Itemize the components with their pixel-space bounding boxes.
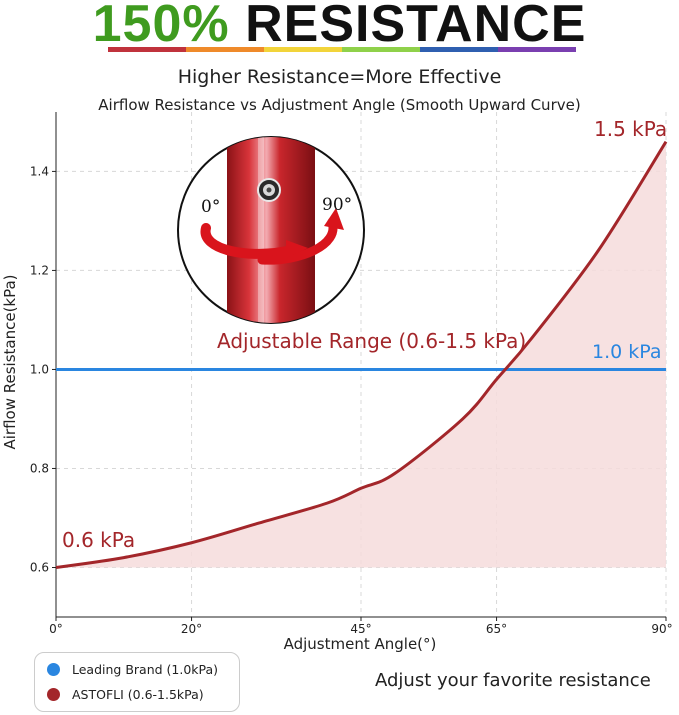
- range-area-fill: [56, 141, 666, 568]
- x-tick-label: 45°: [350, 622, 371, 636]
- x-tick-label: 65°: [486, 622, 507, 636]
- handle-tube: [227, 137, 315, 323]
- rainbow-segment: [186, 47, 264, 52]
- y-tick-label: 1.0: [30, 362, 49, 376]
- y-tick-label: 0.8: [30, 461, 49, 475]
- y-axis-label: Airflow Resistance(kPa): [1, 274, 19, 449]
- rainbow-segment: [342, 47, 420, 52]
- legend-label-astofli: ASTOFLI (0.6-1.5kPa): [72, 687, 204, 702]
- headline-word: RESISTANCE: [245, 0, 587, 53]
- footer-caption: Adjust your favorite resistance: [375, 670, 651, 691]
- rotate-arrow-icon: [200, 208, 344, 265]
- y-tick-label: 0.6: [30, 560, 49, 574]
- y-tick-label: 1.2: [30, 263, 49, 277]
- legend-label-leading: Leading Brand (1.0kPa): [72, 662, 219, 677]
- x-tick-label: 0°: [49, 622, 63, 636]
- rainbow-bar: [108, 47, 576, 52]
- rainbow-segment: [108, 47, 186, 52]
- annotation-range: Adjustable Range (0.6-1.5 kPa): [217, 329, 526, 353]
- inset-left-label: 0°: [201, 197, 220, 217]
- annotation-min: 0.6 kPa: [62, 528, 135, 552]
- series-line-astofli: [55, 140, 668, 569]
- annotation-max: 1.5 kPa: [594, 117, 667, 141]
- axes: [52, 112, 667, 621]
- rainbow-segment: [264, 47, 342, 52]
- series-layer: [55, 140, 668, 569]
- subtitle: Higher Resistance=More Effective: [177, 66, 502, 88]
- legend-entry-astofli: ASTOFLI (0.6-1.5kPa): [47, 687, 204, 702]
- x-tick-label: 90°: [651, 622, 672, 636]
- y-tick-label: 1.4: [30, 164, 49, 178]
- rainbow-segment: [420, 47, 498, 52]
- legend-dot-blue-icon: [47, 663, 60, 676]
- inset-right-label: 90°: [322, 195, 352, 215]
- x-tick-label: 20°: [181, 622, 202, 636]
- knob-inset: 0° 90°: [177, 136, 365, 324]
- x-axis-label: Adjustment Angle(°): [284, 635, 437, 653]
- legend: Leading Brand (1.0kPa) ASTOFLI (0.6-1.5k…: [34, 652, 240, 712]
- tick-labels: 0° 20° 45° 65° 90° 0.6 0.8 1.0 1.2 1.4: [30, 164, 673, 636]
- legend-dot-red-icon: [47, 688, 60, 701]
- legend-entry-leading: Leading Brand (1.0kPa): [47, 662, 218, 677]
- chart-title: Airflow Resistance vs Adjustment Angle (…: [98, 96, 581, 114]
- rainbow-segment: [498, 47, 576, 52]
- headline: 150% RESISTANCE: [0, 0, 679, 54]
- adjustment-screw-icon: [257, 178, 281, 202]
- annotation-leading: 1.0 kPa: [592, 341, 662, 363]
- headline-percent: 150%: [92, 0, 230, 53]
